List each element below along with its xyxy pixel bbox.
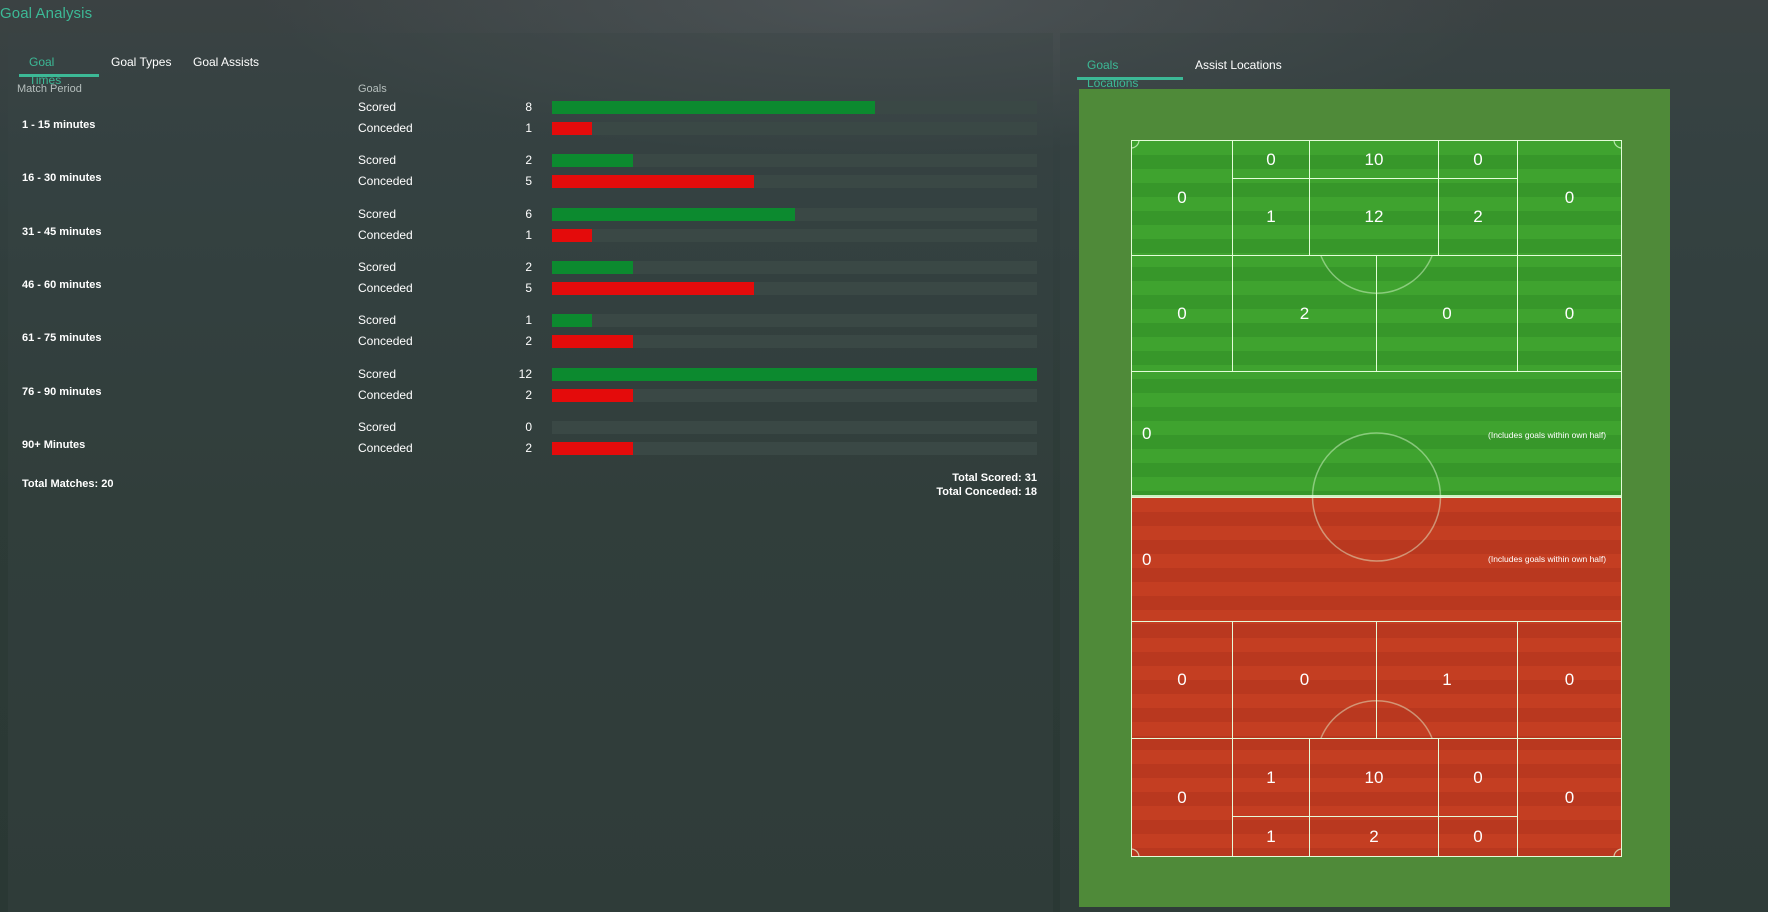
scored-bar-track — [552, 260, 1037, 274]
conceded-count: 2 — [525, 334, 532, 349]
scored-count: 8 — [525, 100, 532, 114]
scored-bar-track — [552, 207, 1037, 221]
conceded-count: 2 — [525, 440, 532, 455]
conceded-count: 5 — [525, 174, 532, 189]
conceded-label: Conceded — [358, 227, 413, 242]
tab-goal-times[interactable]: Goal Times — [19, 53, 99, 87]
corner-arc-bottom-right — [1613, 848, 1622, 857]
center-circle — [1311, 432, 1442, 562]
zone-attack-own-half-value: 0 — [1142, 423, 1152, 443]
period-label: 46 - 60 minutes — [22, 278, 102, 291]
scored-bar-track — [552, 101, 1037, 114]
scored-label: Scored — [358, 153, 397, 168]
conceded-bar — [552, 228, 593, 242]
conceded-bar-track — [552, 281, 1037, 295]
scored-label: Scored — [358, 259, 397, 274]
conceded-bar-track — [552, 175, 1037, 189]
scored-label: Scored — [358, 419, 397, 434]
conceded-bar-track — [552, 228, 1037, 242]
defence-half-note: (Includes goals within own half) — [1488, 554, 1607, 564]
page-title: Goal Analysis — [0, 5, 93, 22]
period-label: 1 - 15 minutes — [22, 119, 96, 131]
conceded-bar-track — [552, 122, 1037, 135]
total-conceded: Total Conceded: 18 — [936, 486, 1037, 498]
total-matches: Total Matches: 20 — [22, 478, 114, 490]
conceded-count: 1 — [525, 227, 532, 242]
tab-assist-locations[interactable]: Assist Locations — [1195, 58, 1282, 72]
conceded-label: Conceded — [358, 121, 413, 135]
tab-goal-types[interactable]: Goal Types — [111, 55, 172, 69]
conceded-count: 2 — [525, 387, 532, 402]
period-label: 31 - 45 minutes — [22, 225, 102, 238]
match-period-header: Match Period — [17, 83, 82, 95]
conceded-bar-track — [552, 388, 1037, 402]
scored-count: 1 — [525, 313, 532, 328]
corner-arc-bottom-left — [1131, 848, 1140, 857]
conceded-bar — [552, 388, 633, 402]
scored-label: Scored — [358, 313, 397, 328]
conceded-count: 1 — [525, 121, 532, 135]
period-label: 61 - 75 minutes — [22, 332, 102, 345]
tab-goals-locations[interactable]: Goals Locations — [1077, 56, 1183, 90]
pitch-markings — [1131, 140, 1622, 857]
scored-bar — [552, 260, 633, 274]
scored-label: Scored — [358, 206, 397, 221]
scored-count: 2 — [525, 153, 532, 168]
conceded-bar — [552, 122, 593, 135]
bottom-penalty-arc — [1320, 700, 1433, 739]
conceded-label: Conceded — [358, 280, 413, 295]
tab-goal-assists[interactable]: Goal Assists — [193, 55, 260, 69]
scored-bar-track — [552, 154, 1037, 168]
scored-bar — [552, 154, 633, 168]
left-tab-bar: Goal Times Goal Types Goal Assists — [19, 53, 283, 87]
conceded-bar — [552, 281, 755, 295]
zone-attack-own-half: 0 — [1131, 371, 1622, 498]
scored-count: 0 — [525, 419, 532, 434]
scored-bar — [552, 367, 1037, 381]
conceded-label: Conceded — [358, 440, 413, 455]
conceded-label: Conceded — [358, 334, 413, 349]
top-penalty-arc — [1320, 255, 1433, 294]
goals-header: Goals — [358, 83, 387, 95]
scored-bar-track — [552, 367, 1037, 381]
conceded-bar — [552, 441, 633, 455]
period-label: 90+ Minutes — [22, 438, 86, 451]
scored-bar — [552, 207, 795, 221]
attack-half-note: (Includes goals within own half) — [1488, 430, 1607, 440]
scored-count: 12 — [518, 366, 532, 381]
scored-bar-track — [552, 314, 1037, 328]
scored-bar-track — [552, 420, 1037, 434]
right-tab-bar: Goals Locations Assist Locations — [1077, 56, 1293, 90]
zone-defence-own-half-value: 0 — [1142, 549, 1152, 569]
scored-label: Scored — [358, 100, 397, 114]
conceded-label: Conceded — [358, 174, 413, 189]
zone-defence-six-yard-right: 0 — [1438, 816, 1518, 857]
conceded-label: Conceded — [358, 387, 413, 402]
corner-arc-top-left — [1131, 140, 1140, 149]
total-scored: Total Scored: 31 — [952, 472, 1037, 484]
conceded-bar-track — [552, 441, 1037, 455]
conceded-bar-track — [552, 335, 1037, 349]
conceded-bar — [552, 335, 633, 349]
conceded-count: 5 — [525, 280, 532, 295]
scored-count: 2 — [525, 259, 532, 274]
period-label: 76 - 90 minutes — [22, 385, 102, 398]
corner-arc-top-right — [1613, 140, 1622, 149]
scored-count: 6 — [525, 206, 532, 221]
scored-bar — [552, 101, 876, 114]
conceded-bar — [552, 175, 755, 189]
period-label: 16 - 30 minutes — [22, 172, 102, 185]
scored-label: Scored — [358, 366, 397, 381]
scored-bar — [552, 314, 593, 328]
